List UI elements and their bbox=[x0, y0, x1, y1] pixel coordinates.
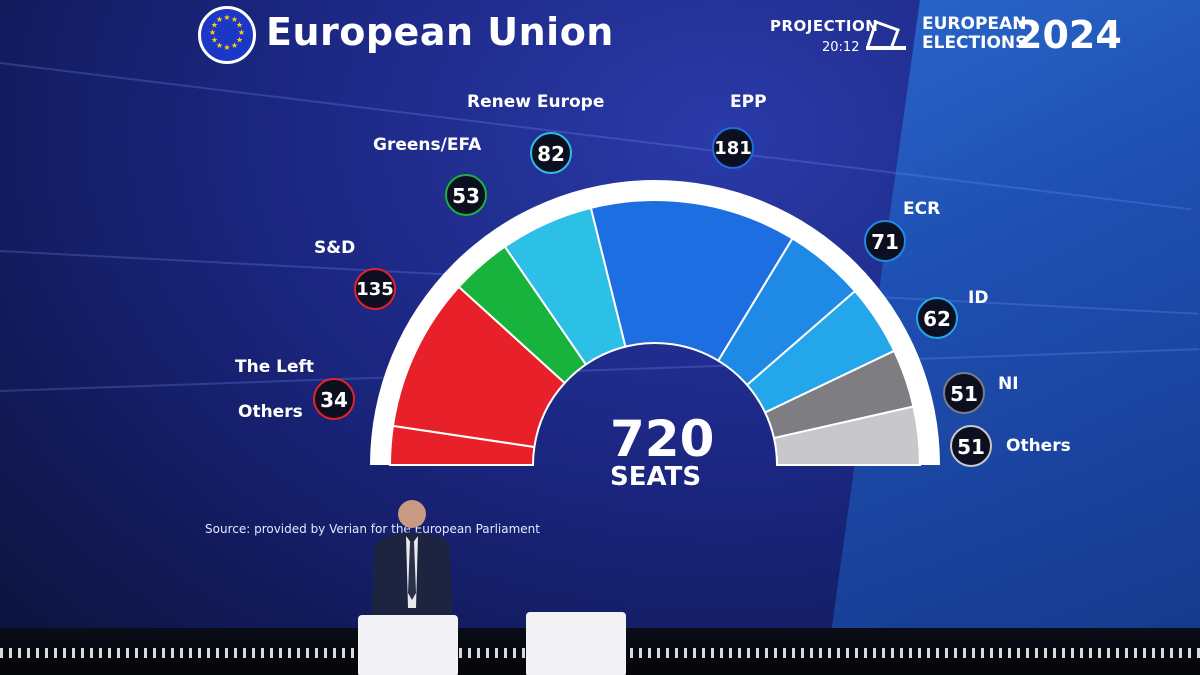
label-ecr: ECR bbox=[903, 199, 941, 219]
podium-left bbox=[358, 615, 458, 675]
svg-text:★: ★ bbox=[231, 15, 238, 24]
seats-bubble-ni: 51 bbox=[943, 372, 985, 414]
ballot-box-icon bbox=[866, 20, 906, 50]
label-s-and-d: S&D bbox=[314, 238, 356, 258]
label-the-left: The Left bbox=[235, 357, 315, 377]
svg-text:★: ★ bbox=[211, 21, 218, 30]
seats-bubble-s-and-d: 135 bbox=[354, 268, 396, 310]
seats-bubble-epp: 181 bbox=[712, 127, 754, 169]
projection-label: PROJECTION bbox=[770, 17, 879, 35]
label-id: ID bbox=[968, 288, 989, 308]
seats-bubble-the-left: 34 bbox=[313, 378, 355, 420]
svg-text:★: ★ bbox=[236, 36, 243, 45]
svg-text:★: ★ bbox=[236, 21, 243, 30]
svg-text:★: ★ bbox=[231, 41, 238, 50]
svg-text:★: ★ bbox=[238, 28, 245, 37]
seats-bubble-greens-efa: 53 bbox=[445, 174, 487, 216]
eu-flag-icon: ★ ★ ★ ★ ★ ★ ★ ★ ★ ★ ★ ★ bbox=[198, 6, 256, 64]
svg-text:★: ★ bbox=[216, 41, 223, 50]
elections-title: EUROPEAN ELECTIONS bbox=[922, 15, 1027, 53]
label-greens-efa: Greens/EFA bbox=[373, 135, 482, 155]
total-seats: 720 bbox=[610, 410, 715, 468]
label-ni: NI bbox=[998, 374, 1019, 394]
svg-text:★: ★ bbox=[223, 43, 230, 52]
podium-right bbox=[526, 612, 626, 675]
label-others-right: Others bbox=[1006, 436, 1071, 456]
hemicycle-chart bbox=[370, 180, 940, 466]
elections-line2: ELECTIONS bbox=[922, 33, 1028, 53]
page-title: European Union bbox=[266, 10, 614, 54]
seats-label: SEATS bbox=[610, 462, 702, 492]
label-others-left: Others bbox=[238, 402, 303, 422]
projection-time: 20:12 bbox=[822, 40, 860, 55]
elections-line1: EUROPEAN bbox=[922, 14, 1027, 34]
label-epp: EPP bbox=[730, 92, 767, 112]
seats-bubble-renew-europe: 82 bbox=[530, 132, 572, 174]
svg-text:★: ★ bbox=[223, 13, 230, 22]
seats-bubble-id: 62 bbox=[916, 297, 958, 339]
speaker-figure bbox=[372, 500, 452, 618]
seats-bubble-ecr: 71 bbox=[864, 220, 906, 262]
label-renew-europe: Renew Europe bbox=[467, 92, 605, 112]
hemicycle-segment-8 bbox=[772, 405, 922, 466]
elections-year: 2024 bbox=[1016, 13, 1122, 57]
svg-text:★: ★ bbox=[209, 28, 216, 37]
svg-text:★: ★ bbox=[216, 15, 223, 24]
svg-text:★: ★ bbox=[211, 36, 218, 45]
seats-bubble-others: 51 bbox=[950, 425, 992, 467]
source-note: Source: provided by Verian for the Europ… bbox=[205, 522, 540, 536]
